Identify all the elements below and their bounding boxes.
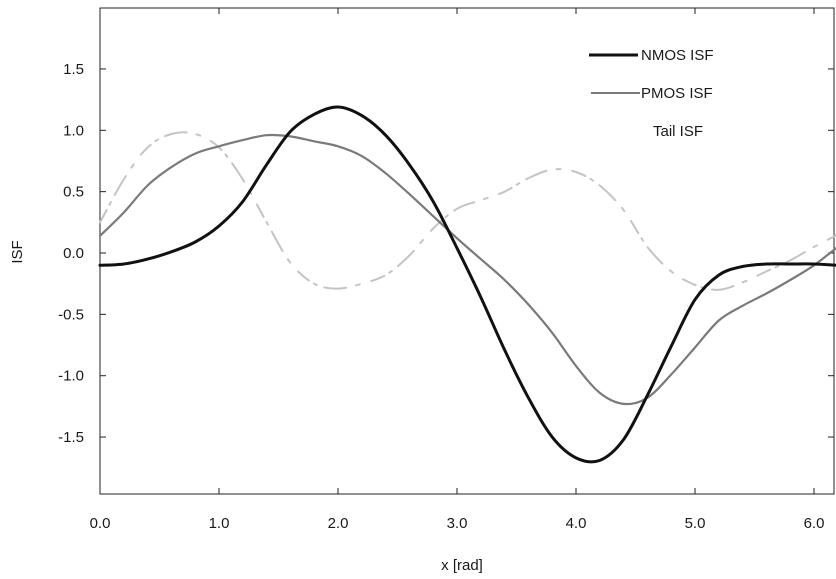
x-tick-label: 1.0 — [209, 515, 230, 532]
y-tick-label: 1.0 — [63, 122, 84, 139]
y-tick-label: -1.5 — [58, 429, 84, 446]
legend-label-nmos: NMOS ISF — [641, 47, 714, 64]
series-layer — [100, 107, 836, 462]
series-line-tail — [100, 132, 836, 290]
y-tick-label: 0.0 — [63, 245, 84, 262]
x-axis-ticks: 0.0 1.0 2.0 3.0 4.0 5.0 6.0 — [90, 8, 825, 532]
y-axis-title: ISF — [9, 240, 26, 263]
y-axis-ticks: 1.5 1.0 0.5 0.0 -0.5 -1.0 -1.5 — [58, 61, 834, 446]
x-tick-label: 3.0 — [447, 515, 468, 532]
x-tick-label: 0.0 — [90, 515, 111, 532]
x-tick-label: 5.0 — [685, 515, 706, 532]
legend-label-tail: Tail ISF — [653, 123, 703, 140]
x-tick-label: 4.0 — [566, 515, 587, 532]
legend: NMOS ISF PMOS ISF Tail ISF — [589, 47, 714, 140]
x-tick-label: 2.0 — [328, 515, 349, 532]
x-axis-title: x [rad] — [441, 557, 483, 574]
legend-label-pmos: PMOS ISF — [641, 85, 713, 102]
y-tick-label: -1.0 — [58, 368, 84, 385]
y-tick-label: -0.5 — [58, 306, 84, 323]
series-line-nmos — [100, 107, 836, 462]
y-tick-label: 0.5 — [63, 184, 84, 201]
x-tick-label: 6.0 — [804, 515, 825, 532]
y-tick-label: 1.5 — [63, 61, 84, 78]
plot-frame — [100, 8, 834, 494]
